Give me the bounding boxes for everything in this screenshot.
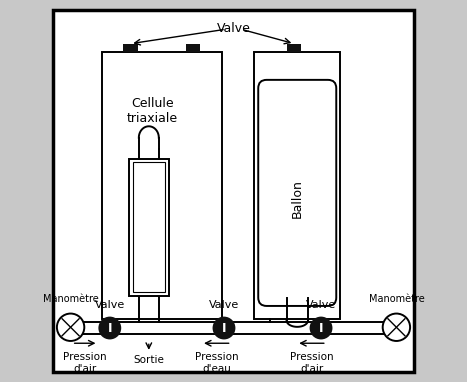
Text: Cellule
triaxiale: Cellule triaxiale bbox=[127, 97, 178, 125]
Circle shape bbox=[382, 314, 410, 341]
Text: Valve: Valve bbox=[217, 22, 250, 35]
Bar bbox=[133, 162, 165, 292]
Text: Sortie: Sortie bbox=[134, 354, 164, 365]
Bar bbox=[102, 52, 222, 319]
Bar bbox=[129, 159, 169, 296]
Text: Manomètre: Manomètre bbox=[368, 294, 425, 304]
Circle shape bbox=[310, 317, 333, 340]
Circle shape bbox=[57, 314, 85, 341]
Text: Pression
d'air: Pression d'air bbox=[63, 352, 107, 374]
Circle shape bbox=[212, 317, 235, 340]
Text: I: I bbox=[222, 322, 226, 335]
Text: Manomètre: Manomètre bbox=[42, 294, 99, 304]
Text: Valve: Valve bbox=[209, 300, 239, 310]
Bar bbox=[255, 52, 340, 319]
Bar bbox=[123, 44, 138, 52]
Text: I: I bbox=[319, 322, 323, 335]
Text: Valve: Valve bbox=[306, 300, 336, 310]
Text: Ballon: Ballon bbox=[291, 179, 304, 218]
Text: I: I bbox=[107, 322, 112, 335]
Bar bbox=[287, 44, 301, 52]
FancyBboxPatch shape bbox=[258, 80, 336, 306]
Text: Échantillon: Échantillon bbox=[144, 198, 154, 256]
Text: Valve: Valve bbox=[95, 300, 125, 310]
Circle shape bbox=[99, 317, 121, 340]
Bar bbox=[186, 44, 200, 52]
Text: Pression
d'air: Pression d'air bbox=[290, 352, 333, 374]
Text: Pression
d'eau: Pression d'eau bbox=[195, 352, 238, 374]
